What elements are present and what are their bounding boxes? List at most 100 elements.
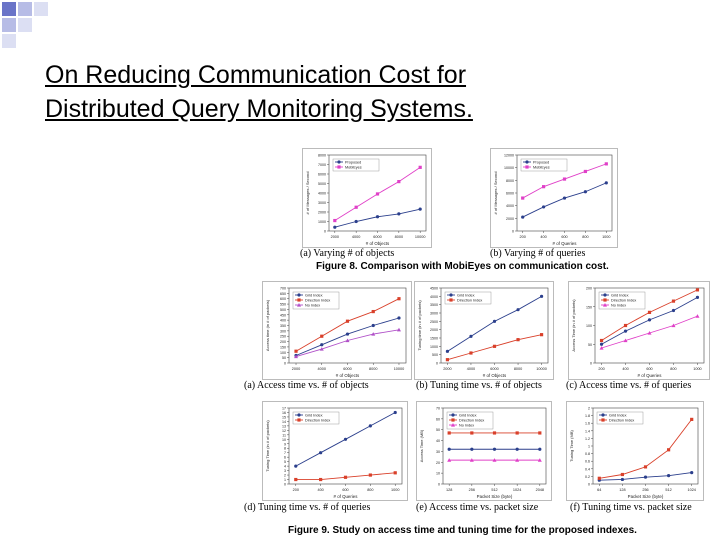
data-point — [469, 351, 473, 355]
y-tick-label: 350 — [280, 324, 286, 328]
data-point — [445, 358, 450, 362]
data-point — [539, 333, 544, 337]
data-point — [671, 299, 676, 303]
legend-marker — [297, 293, 301, 297]
y-tick-label: 4 — [284, 465, 286, 469]
x-tick-label: 4000 — [318, 367, 326, 371]
data-point — [537, 458, 542, 462]
y-tick-label: 550 — [280, 303, 286, 307]
y-tick-label: 0 — [284, 362, 286, 366]
data-point — [397, 316, 401, 320]
y-tick-label: 1.4 — [585, 429, 590, 433]
y-tick-label: 1 — [588, 445, 590, 449]
chart-f8a-svg: 0 1000 2000 3000 4000 5000 6000 7000 8000 2000 400… — [305, 154, 427, 246]
chart-f9c: 0 50 100 150 200 200 400 600 800 1000 # of Queries… — [568, 281, 710, 380]
data-point — [418, 165, 422, 169]
x-tick-label: 4000 — [467, 367, 475, 371]
y-tick-label: 0 — [284, 483, 286, 487]
y-tick-label: 12 — [282, 429, 286, 433]
y-tick-label: 7000 — [318, 163, 326, 167]
fig9-sub-e: (e) Access time vs. packet size — [416, 502, 539, 513]
y-tick-label: 4000 — [430, 295, 438, 299]
y-tick-label: 15 — [282, 415, 286, 419]
y-tick-label: 10 — [436, 472, 440, 476]
y-tick-label: 60 — [436, 417, 440, 421]
data-point — [542, 205, 546, 209]
data-point — [604, 181, 608, 185]
x-tick-label: 400 — [540, 235, 546, 239]
y-tick-label: 700 — [280, 287, 286, 291]
y-axis-label: # of Messages / Second — [305, 172, 310, 215]
legend-box — [446, 411, 494, 430]
y-tick-label: 0 — [590, 362, 592, 366]
y-tick-label: 1.8 — [585, 414, 590, 418]
legend-marker — [337, 165, 341, 169]
data-point — [470, 431, 474, 435]
data-point — [516, 308, 520, 312]
y-axis-label: Tuning Time (MB) — [569, 430, 574, 462]
data-point — [542, 185, 546, 189]
legend-label: Direction Index — [305, 299, 330, 303]
y-tick-label: 0 — [438, 483, 440, 487]
y-tick-label: 13 — [282, 424, 286, 428]
y-tick-label: 3000 — [318, 201, 326, 205]
x-tick-label: 600 — [646, 367, 652, 371]
chart-f9f: 0 0.2 0.4 0.6 0.8 1 1.2 1.4 1.6 1.8 2 64 128 256 512 10… — [566, 401, 704, 501]
data-point — [354, 219, 358, 224]
data-point — [345, 338, 350, 343]
data-point — [294, 349, 298, 353]
y-tick-label: 12000 — [504, 154, 514, 158]
data-point — [492, 319, 497, 323]
data-point — [469, 334, 473, 338]
y-tick-label: 400 — [280, 319, 286, 323]
x-tick-label: 800 — [670, 367, 676, 371]
x-tick-label: 2000 — [292, 367, 300, 371]
data-point — [345, 332, 350, 336]
fig8-sub-a: (a) Varying # of objects — [300, 248, 395, 259]
y-tick-label: 5 — [284, 460, 286, 464]
x-tick-label: 600 — [561, 235, 567, 239]
y-tick-label: 0.6 — [585, 460, 590, 464]
data-point — [470, 447, 474, 451]
y-tick-label: 200 — [586, 287, 592, 291]
data-point — [562, 196, 567, 200]
data-point — [599, 346, 604, 350]
y-tick-label: 2 — [284, 474, 286, 478]
data-point — [695, 295, 700, 299]
y-tick-label: 3500 — [430, 303, 438, 307]
data-point — [396, 327, 401, 332]
fig9-sub-f: (f) Tuning time vs. packet size — [570, 502, 692, 513]
y-tick-label: 2000 — [318, 211, 326, 215]
y-tick-label: 4000 — [506, 204, 514, 208]
y-tick-label: 8000 — [318, 154, 326, 158]
y-tick-label: 0 — [324, 230, 326, 234]
y-tick-label: 1.6 — [585, 422, 590, 426]
y-tick-label: 200 — [280, 340, 286, 344]
legend-marker — [297, 413, 301, 417]
y-tick-label: 20 — [436, 461, 440, 465]
data-point — [368, 473, 372, 477]
data-point — [447, 458, 452, 462]
data-point — [620, 477, 624, 482]
x-tick-label: 1000 — [602, 235, 610, 239]
legend-marker — [525, 165, 529, 169]
y-tick-label: 600 — [280, 297, 286, 301]
fig9-sub-b: (b) Tuning time vs. # of objects — [416, 380, 542, 391]
data-point — [623, 323, 628, 328]
x-tick-label: 256 — [642, 488, 648, 492]
legend-box — [596, 411, 644, 425]
data-point — [492, 447, 497, 451]
x-tick-label: 256 — [469, 488, 475, 492]
x-tick-label: 10000 — [415, 235, 426, 239]
legend-marker — [297, 303, 301, 307]
y-tick-label: 11 — [282, 433, 286, 437]
x-tick-label: 128 — [446, 488, 452, 492]
legend-marker — [297, 418, 301, 422]
legend-box — [444, 291, 492, 305]
y-tick-label: 250 — [280, 335, 286, 339]
legend-marker — [451, 413, 455, 417]
fig9-sub-c: (c) Access time vs. # of queries — [566, 380, 692, 391]
legend-label: Grid Index — [305, 294, 323, 298]
y-tick-label: 2000 — [430, 328, 438, 332]
legend-label: Grid Index — [459, 414, 477, 418]
